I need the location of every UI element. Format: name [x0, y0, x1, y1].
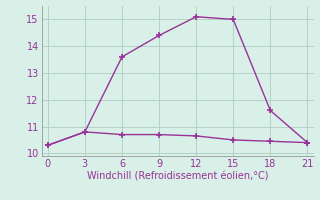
X-axis label: Windchill (Refroidissement éolien,°C): Windchill (Refroidissement éolien,°C) — [87, 172, 268, 182]
